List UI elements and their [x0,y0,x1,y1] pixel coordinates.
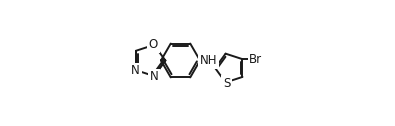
Text: O: O [149,38,158,51]
Text: N: N [131,64,140,77]
Text: NH: NH [200,54,217,67]
Text: Br: Br [249,53,262,66]
Text: S: S [223,77,230,90]
Text: N: N [150,70,159,83]
